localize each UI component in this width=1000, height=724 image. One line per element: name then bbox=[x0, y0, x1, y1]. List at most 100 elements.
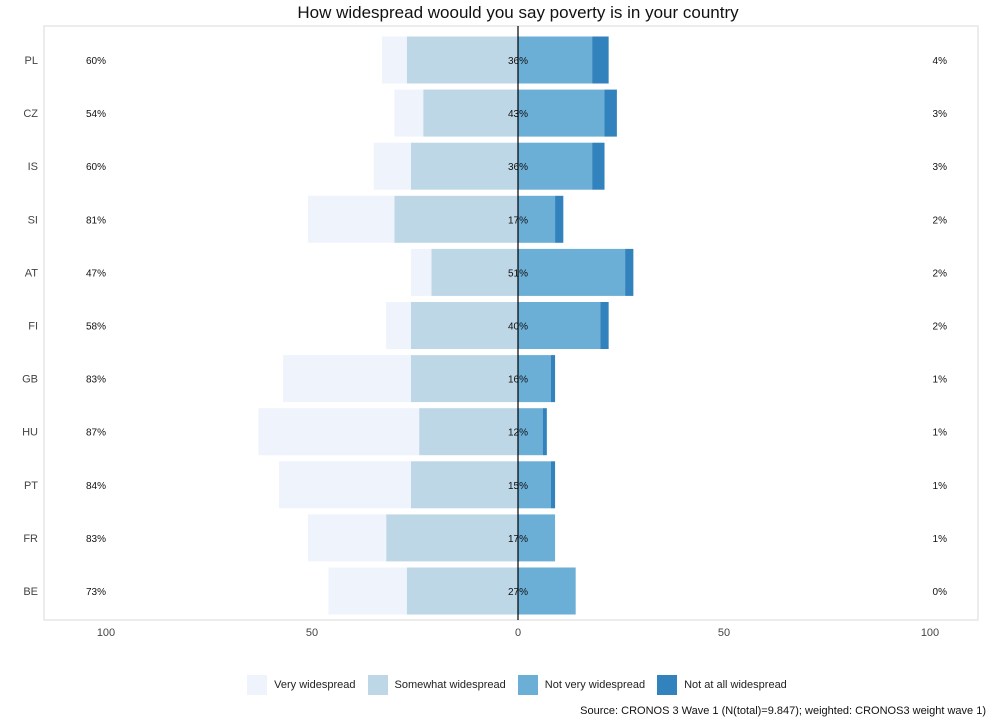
right-percent-label: 1% bbox=[933, 375, 948, 386]
bar-hu-not-very-widespread bbox=[518, 408, 543, 456]
legend: Very widespread Somewhat widespread Not ve… bbox=[0, 674, 1000, 696]
bar-gb-somewhat-widespread bbox=[410, 355, 518, 403]
category-label: PL bbox=[25, 55, 38, 67]
left-percent-label: 58% bbox=[86, 322, 106, 333]
bar-pt-not-very-widespread bbox=[518, 461, 551, 509]
legend-label: Not at all widespread bbox=[684, 679, 787, 691]
x-tick-label: 50 bbox=[306, 627, 318, 639]
legend-item: Not very widespread bbox=[517, 675, 646, 695]
left-percent-label: 54% bbox=[86, 109, 106, 120]
right-percent-label: 3% bbox=[933, 109, 948, 120]
bar-is-not-at-all-widespread bbox=[592, 142, 605, 190]
bar-be-not-very-widespread bbox=[518, 567, 576, 615]
bar-pt-somewhat-widespread bbox=[410, 461, 518, 509]
legend-swatch bbox=[367, 675, 388, 695]
bar-row-fr: FR 83% 17% 1% bbox=[23, 514, 948, 562]
bar-si-somewhat-widespread bbox=[394, 195, 518, 243]
category-label: PT bbox=[24, 480, 38, 492]
category-label: BE bbox=[23, 586, 38, 598]
legend-label: Very widespread bbox=[274, 679, 356, 691]
bar-row-be: BE 73% 27% 0% bbox=[23, 567, 948, 615]
left-percent-label: 87% bbox=[86, 428, 106, 439]
bar-pl-not-very-widespread bbox=[518, 36, 593, 84]
plot-panel-border bbox=[43, 25, 979, 621]
legend-swatch bbox=[247, 675, 268, 695]
bar-fr-somewhat-widespread bbox=[386, 514, 518, 562]
x-tick-label: 100 bbox=[921, 627, 939, 639]
bar-si-not-very-widespread bbox=[518, 195, 556, 243]
bar-at-very-widespread bbox=[410, 248, 432, 296]
bar-fr-very-widespread bbox=[307, 514, 387, 562]
bar-row-pt: PT 84% 15% 1% bbox=[24, 461, 948, 509]
bar-cz-not-at-all-widespread bbox=[604, 89, 617, 137]
chart-title: How widespread woould you say poverty is… bbox=[297, 3, 739, 22]
bar-row-hu: HU 87% 12% 1% bbox=[22, 408, 948, 456]
bar-hu-not-at-all-widespread bbox=[542, 408, 547, 456]
bar-fi-somewhat-widespread bbox=[410, 302, 518, 349]
bar-si-not-at-all-widespread bbox=[555, 195, 564, 243]
legend-swatch bbox=[517, 675, 538, 695]
right-percent-label: 1% bbox=[933, 428, 948, 439]
right-percent-label: 1% bbox=[933, 481, 948, 492]
left-percent-label: 83% bbox=[86, 375, 106, 386]
category-label: SI bbox=[28, 214, 38, 226]
category-label: FR bbox=[23, 533, 38, 545]
bar-pl-very-widespread bbox=[382, 36, 407, 84]
bar-pt-not-at-all-widespread bbox=[550, 461, 556, 509]
source-caption: Source: CRONOS 3 Wave 1 (N(total)=9.847)… bbox=[580, 705, 986, 717]
bar-row-at: AT 47% 51% 2% bbox=[25, 248, 948, 296]
left-percent-label: 73% bbox=[86, 587, 106, 598]
legend-label: Not very widespread bbox=[544, 679, 646, 691]
bar-pl-not-at-all-widespread bbox=[592, 36, 609, 84]
legend-label: Somewhat widespread bbox=[394, 679, 506, 691]
right-percent-label: 4% bbox=[933, 56, 948, 67]
legend-item: Somewhat widespread bbox=[367, 675, 506, 695]
bar-is-very-widespread bbox=[373, 142, 411, 190]
category-label: GB bbox=[22, 374, 38, 386]
chart-plot: PL 60% 36% 4%CZ 54% 43% 3%IS 60% 36% 3%SI 81% 17% 2%… bbox=[22, 25, 979, 639]
left-percent-label: 60% bbox=[86, 56, 106, 67]
right-percent-label: 2% bbox=[933, 268, 948, 279]
category-label: FI bbox=[28, 321, 38, 333]
bar-row-fi: FI 58% 40% 2% bbox=[28, 302, 947, 349]
bar-hu-somewhat-widespread bbox=[419, 408, 518, 456]
category-label: HU bbox=[22, 427, 38, 439]
bar-row-is: IS 60% 36% 3% bbox=[28, 142, 948, 190]
legend-swatch bbox=[657, 675, 678, 695]
bar-at-not-very-widespread bbox=[518, 248, 626, 296]
category-label: IS bbox=[28, 161, 38, 173]
right-percent-label: 3% bbox=[933, 162, 948, 173]
left-percent-label: 81% bbox=[86, 215, 106, 226]
right-percent-label: 2% bbox=[933, 215, 948, 226]
category-label: AT bbox=[25, 267, 39, 279]
bar-at-not-at-all-widespread bbox=[625, 248, 634, 296]
right-percent-label: 2% bbox=[933, 322, 948, 333]
bar-cz-somewhat-widespread bbox=[423, 89, 518, 137]
bar-row-pl: PL 60% 36% 4% bbox=[25, 36, 948, 84]
category-label: CZ bbox=[23, 108, 38, 120]
x-tick-label: 0 bbox=[515, 627, 521, 639]
right-percent-label: 0% bbox=[933, 587, 948, 598]
left-percent-label: 60% bbox=[86, 162, 106, 173]
bar-hu-very-widespread bbox=[258, 408, 420, 456]
bar-row-si: SI 81% 17% 2% bbox=[28, 195, 948, 243]
bar-cz-not-very-widespread bbox=[518, 89, 605, 137]
x-tick-label: 100 bbox=[97, 627, 115, 639]
bar-be-somewhat-widespread bbox=[406, 567, 518, 615]
bar-fi-not-very-widespread bbox=[518, 302, 601, 349]
bar-fi-very-widespread bbox=[386, 302, 411, 349]
bar-si-very-widespread bbox=[307, 195, 395, 243]
bar-fr-not-very-widespread bbox=[518, 514, 556, 562]
bar-gb-not-very-widespread bbox=[518, 355, 551, 403]
bar-gb-not-at-all-widespread bbox=[550, 355, 556, 403]
right-percent-label: 1% bbox=[933, 534, 948, 545]
left-percent-label: 47% bbox=[86, 268, 106, 279]
bar-cz-very-widespread bbox=[394, 89, 424, 137]
bar-is-not-very-widespread bbox=[518, 142, 593, 190]
left-percent-label: 84% bbox=[86, 481, 106, 492]
legend-item: Not at all widespread bbox=[657, 675, 787, 695]
bar-be-very-widespread bbox=[328, 567, 407, 615]
left-percent-label: 83% bbox=[86, 534, 106, 545]
bar-gb-very-widespread bbox=[283, 355, 411, 403]
bar-is-somewhat-widespread bbox=[410, 142, 518, 190]
